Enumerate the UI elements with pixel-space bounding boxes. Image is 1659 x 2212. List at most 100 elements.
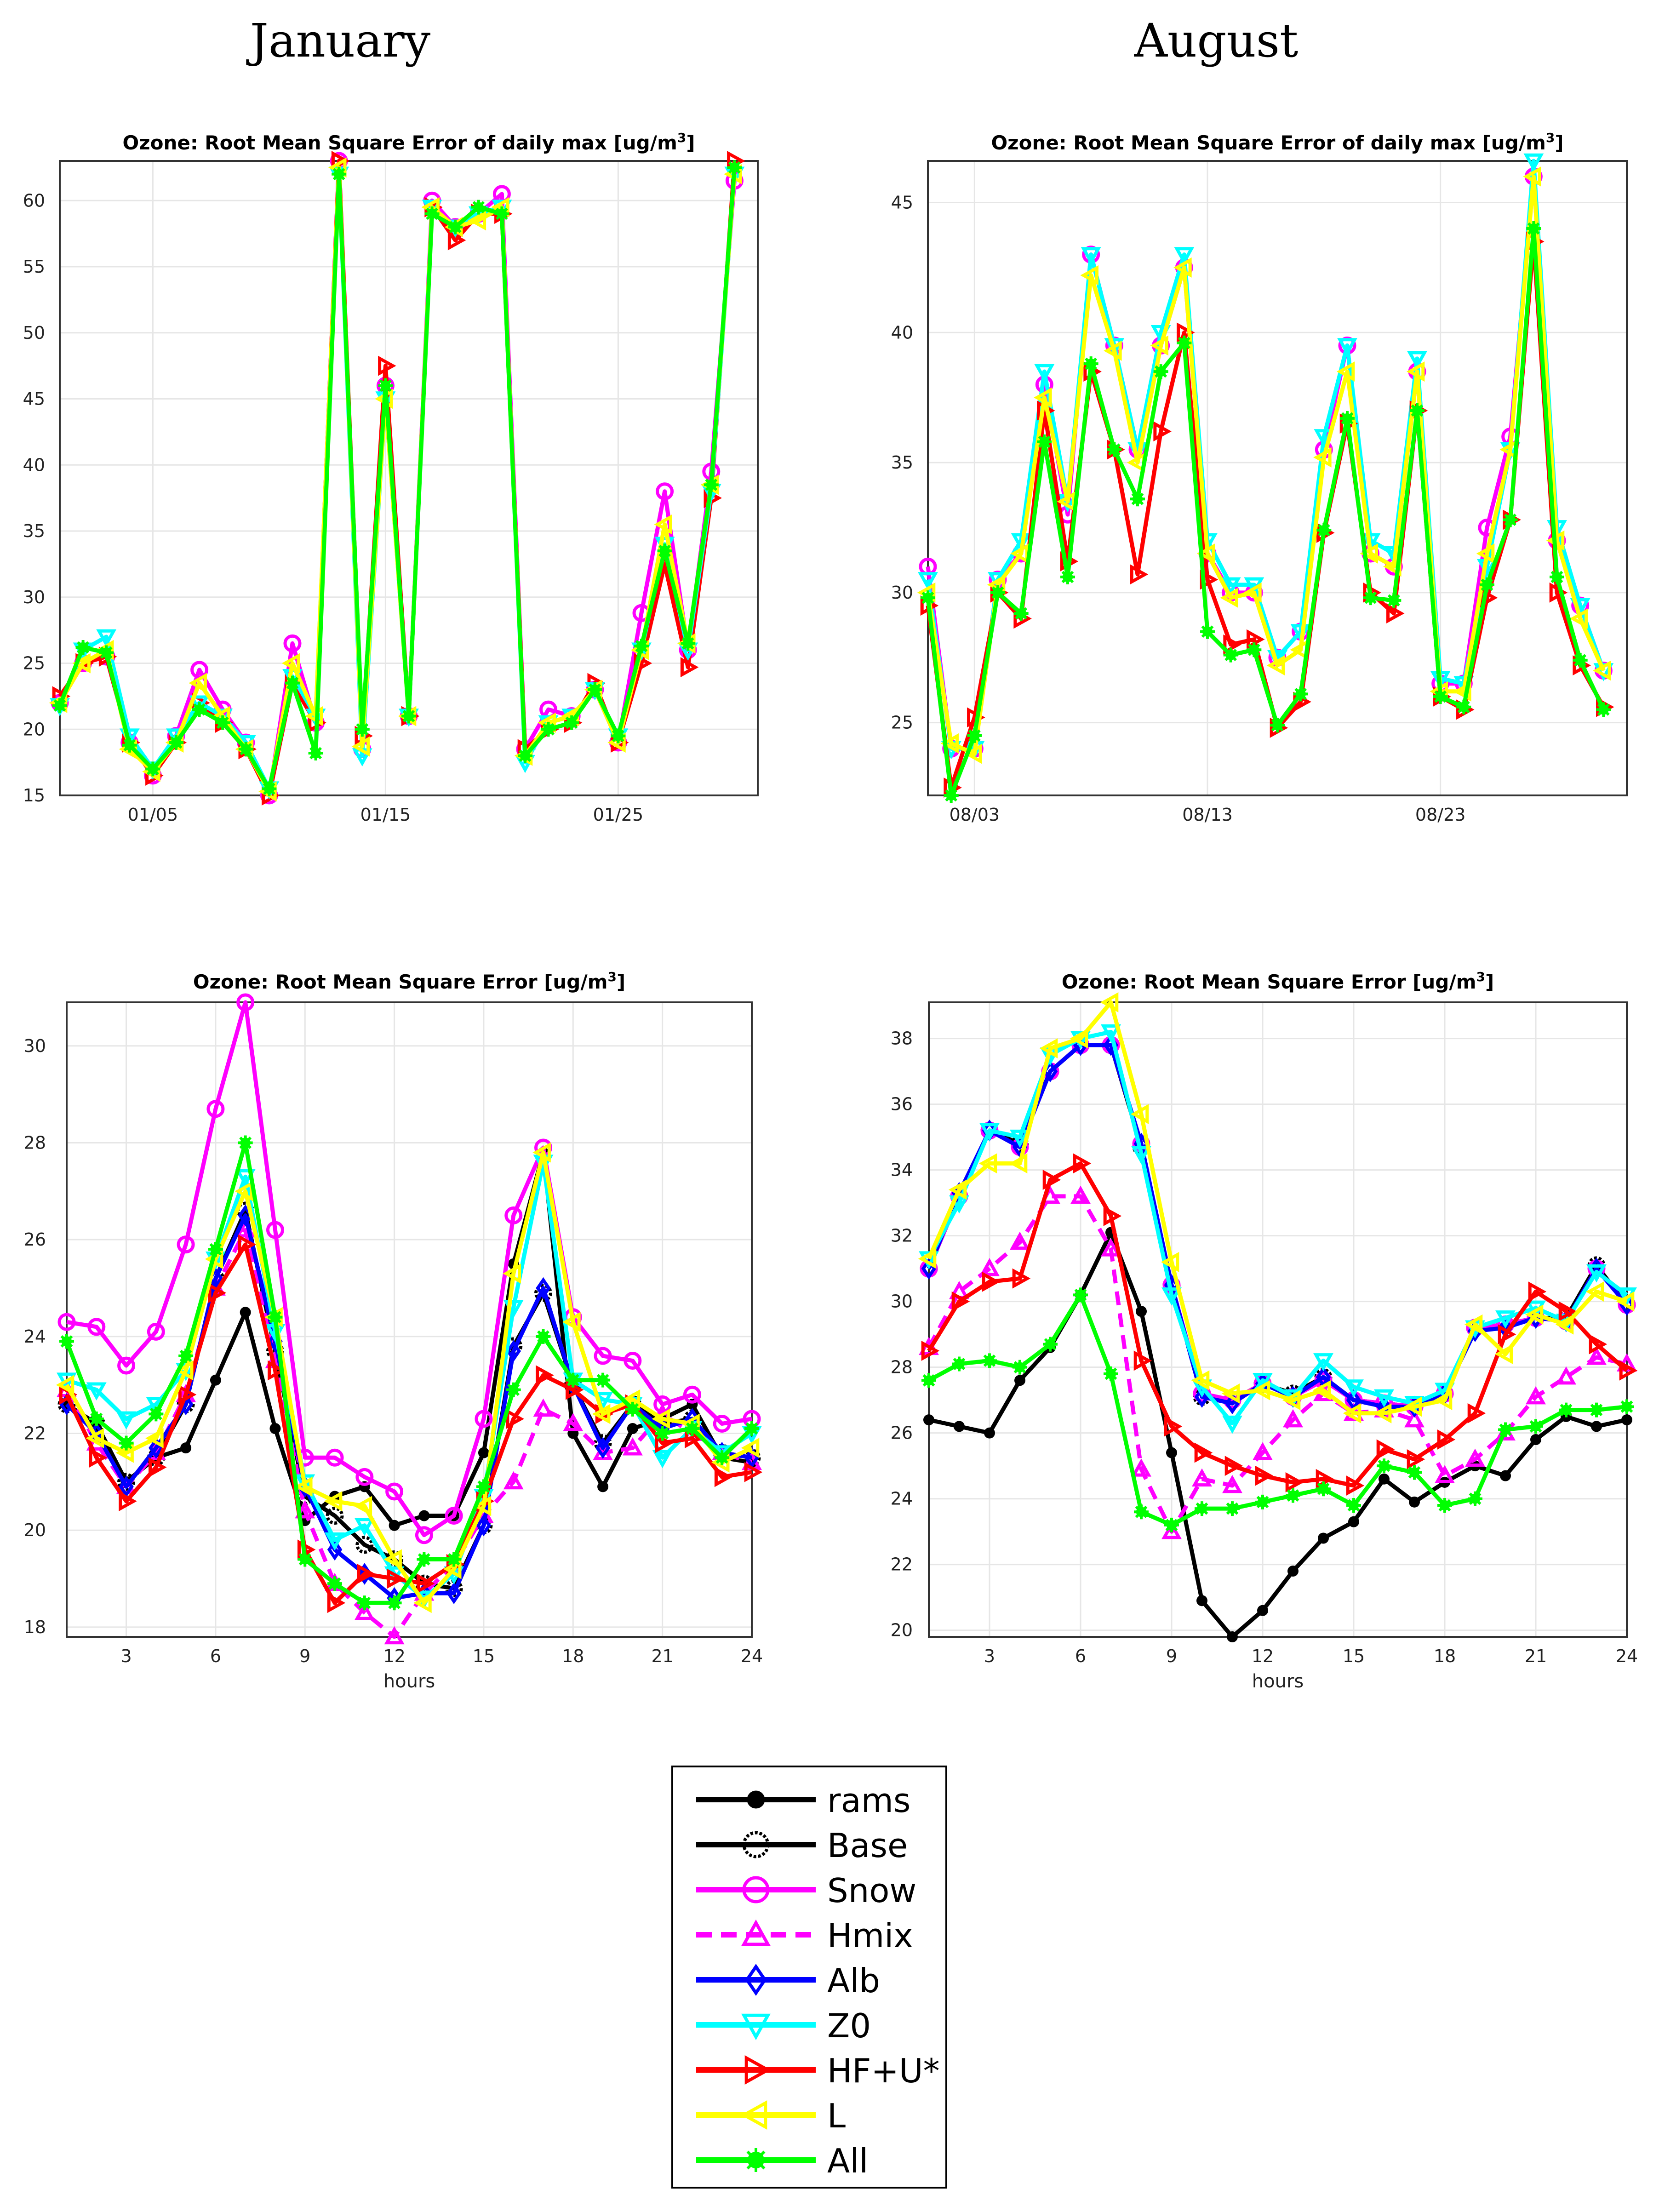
data-point [417, 1573, 435, 1594]
data-point [595, 1372, 611, 1388]
data-point [354, 1518, 375, 1536]
data-point [327, 1538, 343, 1561]
legend-label: rams [827, 1781, 911, 1820]
data-point [1014, 1375, 1025, 1386]
x-tick-label: 08/23 [1415, 805, 1466, 825]
data-point [149, 1406, 164, 1422]
data-point [378, 378, 393, 393]
y-tick-label: 50 [23, 323, 45, 343]
data-point [1013, 1360, 1027, 1375]
y-tick-label: 40 [891, 322, 913, 343]
x-tick-label: 18 [562, 1646, 584, 1666]
data-point [1164, 1416, 1183, 1437]
data-point [1013, 606, 1029, 621]
y-tick-label: 28 [891, 1357, 913, 1377]
chart-title: Ozone: Root Mean Square Error [ug/m3] [193, 969, 625, 994]
data-point [990, 585, 1005, 600]
y-tick-label: 30 [24, 1036, 46, 1056]
data-point [1467, 1403, 1486, 1423]
y-tick-label: 30 [891, 1292, 913, 1312]
data-point [208, 1283, 227, 1303]
data-point [1130, 564, 1149, 585]
data-point [240, 1307, 251, 1318]
data-point [149, 1457, 167, 1478]
data-point [117, 1356, 136, 1375]
y-tick-label: 22 [24, 1423, 46, 1444]
data-point [383, 1549, 402, 1570]
data-point [627, 1423, 638, 1435]
data-point [401, 709, 416, 724]
chart-panels: 15 20 25 30 35 40 45 50 55 60 01/05 01/15 01/25 Ozone… [23, 130, 1638, 1692]
data-point [308, 746, 323, 760]
data-point [1555, 1314, 1574, 1335]
data-point [592, 1404, 611, 1424]
data-point [1619, 1360, 1638, 1381]
data-point [413, 1593, 432, 1613]
y-tick-label: 25 [891, 713, 913, 733]
x-tick-label: 3 [984, 1646, 995, 1666]
data-point [1010, 1129, 1030, 1148]
series-l [56, 1142, 760, 1613]
data-point [652, 1450, 673, 1469]
data-point [595, 1437, 611, 1459]
legend-swatch [696, 1919, 816, 1946]
data-point [982, 1271, 1001, 1292]
data-point [536, 1365, 554, 1386]
data-point [518, 748, 532, 763]
data-point [327, 1593, 346, 1613]
series-all [59, 1135, 759, 1611]
data-point [389, 1520, 400, 1531]
data-point [1073, 1287, 1088, 1303]
data-point [954, 1421, 965, 1432]
data-point [506, 1382, 521, 1397]
series-z0 [50, 166, 745, 800]
series-alb [59, 1204, 760, 1609]
y-tick-label: 20 [24, 1520, 46, 1540]
data-point [1407, 1465, 1422, 1480]
data-point [1453, 681, 1471, 702]
data-point [1386, 593, 1402, 608]
data-point [1010, 543, 1029, 564]
data-point [1589, 1402, 1604, 1418]
data-point [385, 1482, 404, 1501]
y-tick-label: 32 [891, 1226, 913, 1246]
data-point [1556, 1366, 1576, 1385]
august-column-title: August [1134, 14, 1299, 68]
legend-label: Snow [827, 1871, 917, 1910]
data-point [1131, 1146, 1151, 1165]
data-point [119, 1435, 134, 1451]
data-point [189, 695, 210, 714]
data-point [654, 514, 672, 535]
data-point [1498, 1422, 1513, 1437]
legend-label: Base [827, 1826, 908, 1865]
data-point [1104, 1366, 1118, 1381]
data-point [506, 1409, 524, 1429]
legend-swatch [696, 2013, 816, 2041]
data-point [1161, 1252, 1179, 1272]
data-point [1107, 442, 1122, 457]
data-point [56, 1375, 74, 1395]
data-point [262, 781, 277, 796]
data-point [1318, 1532, 1329, 1544]
data-point [72, 653, 91, 674]
data-point [1043, 1337, 1058, 1352]
series-z0 [57, 1155, 762, 1609]
data-point [1498, 1324, 1516, 1345]
data-point [1220, 577, 1241, 596]
data-point [625, 1401, 640, 1417]
x-tick-label: 01/15 [360, 805, 411, 825]
legend-label: Z0 [827, 2006, 871, 2045]
series-line-base [65, 1208, 752, 1591]
legend-item-z0: Z0 [682, 2003, 940, 2047]
data-point [1403, 1396, 1422, 1417]
series-line-snow [58, 159, 737, 798]
data-point [1316, 523, 1332, 538]
data-point [326, 1507, 344, 1525]
data-point [1379, 1473, 1390, 1485]
data-point [918, 1248, 937, 1269]
series-l [918, 992, 1635, 1423]
data-point [89, 1447, 107, 1468]
y-tick-label: 26 [891, 1423, 913, 1443]
series-snow [51, 152, 744, 805]
data-point [1406, 361, 1425, 382]
